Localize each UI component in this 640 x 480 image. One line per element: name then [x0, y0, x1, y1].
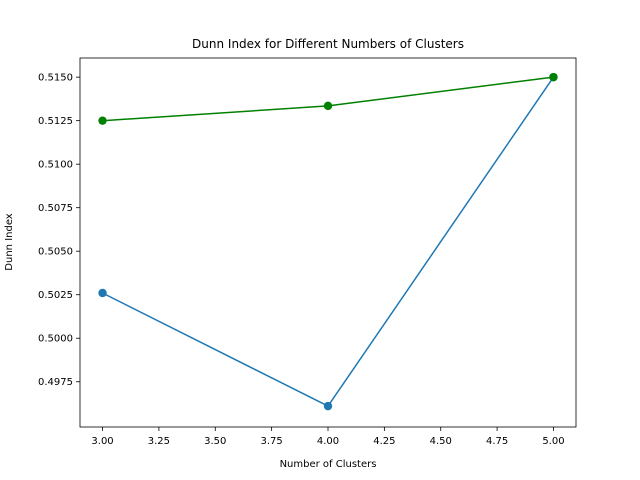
x-tick-label: 4.50 [430, 436, 452, 447]
x-tick-label: 4.75 [486, 436, 508, 447]
y-tick-label: 0.5025 [38, 290, 73, 301]
y-tick-label: 0.5000 [38, 334, 73, 345]
y-tick-label: 0.5150 [38, 73, 73, 84]
y-tick-label: 0.5100 [38, 160, 73, 171]
series-1-point [323, 401, 333, 411]
x-tick-label: 3.50 [204, 436, 226, 447]
x-tick-label: 3.00 [91, 436, 113, 447]
y-tick-label: 0.4975 [38, 377, 73, 388]
x-tick-label: 4.00 [317, 436, 339, 447]
chart-title: Dunn Index for Different Numbers of Clus… [192, 37, 464, 51]
axes-frame [79, 57, 577, 428]
x-tick-label: 4.25 [373, 436, 395, 447]
x-tick-label: 5.00 [542, 436, 564, 447]
series-2-point [549, 72, 558, 82]
plot-area: 3.00 3.25 3.50 3.75 4.00 4.25 4.50 4.75 5.00 0.49… [38, 57, 577, 447]
series-2-point [98, 116, 107, 125]
series-1-point [98, 288, 107, 298]
y-tick-label: 0.5075 [38, 203, 73, 214]
y-tick-label: 0.5125 [38, 116, 73, 127]
x-axis-title: Number of Clusters [280, 459, 377, 470]
x-tick-label: 3.75 [261, 436, 283, 447]
x-tick-label: 3.25 [148, 436, 170, 447]
y-axis-title: Dunn Index [4, 213, 15, 271]
series-2-point [323, 101, 333, 111]
y-tick-label: 0.5050 [38, 247, 73, 258]
